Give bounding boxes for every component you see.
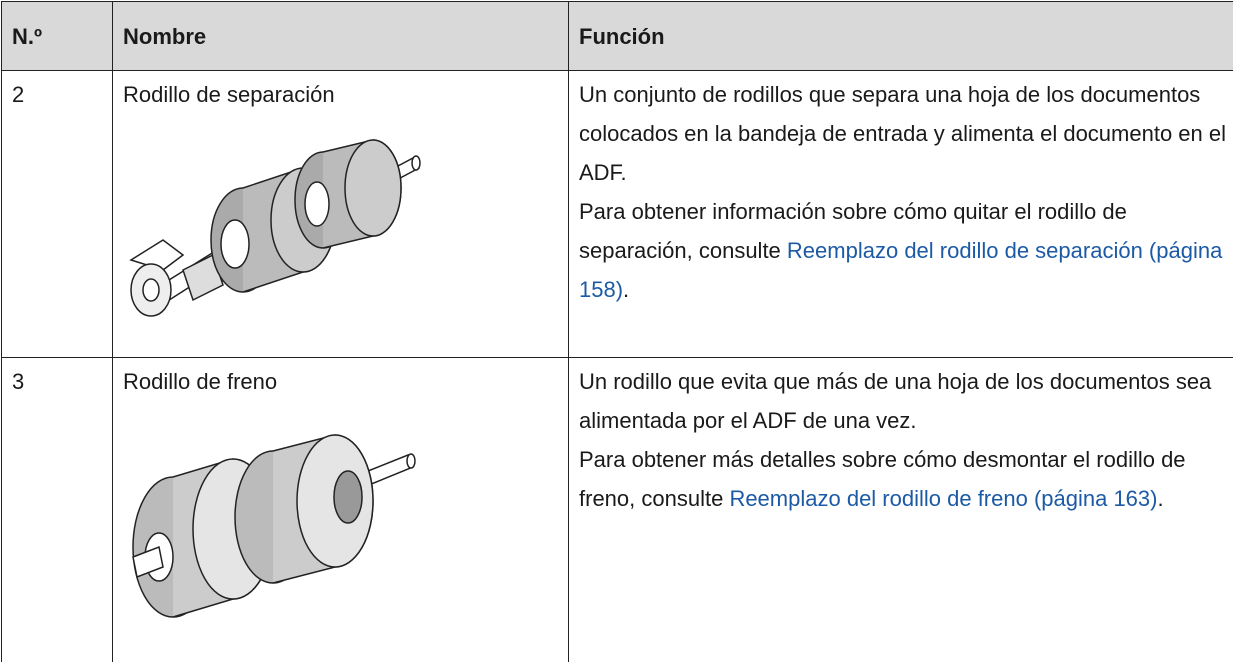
name-cell: Rodillo de freno: [113, 358, 569, 662]
header-cell: N.º: [2, 2, 113, 71]
number-cell: 3: [2, 358, 113, 662]
reference: Para obtener más detalles sobre cómo des…: [579, 440, 1232, 518]
punctuation: .: [623, 277, 629, 302]
link[interactable]: Reemplazo del rodillo de freno (página 1…: [729, 486, 1157, 511]
table-row: 2 Rodillo de separación: [2, 71, 1233, 358]
name-cell: Rodillo de separación: [113, 71, 569, 358]
separation-roller-illustration: [123, 120, 423, 320]
part-name: Rodillo de separación: [123, 75, 558, 114]
part-name: Rodillo de freno: [123, 362, 558, 401]
number-cell: 2: [2, 71, 113, 358]
reference: Para obtener información sobre cómo quit…: [579, 192, 1232, 309]
punctuation: .: [1157, 486, 1163, 511]
header-cell: Nombre: [113, 2, 569, 71]
table-row: 3 Rodillo de freno U: [2, 358, 1233, 662]
function-cell: Un rodillo que evita que más de una hoja…: [569, 358, 1233, 662]
brake-roller-illustration: [123, 407, 423, 627]
description: Un rodillo que evita que más de una hoja…: [579, 362, 1232, 440]
header-row: N.º Nombre Función: [2, 2, 1233, 71]
header-cell: Función: [569, 2, 1233, 71]
function-cell: Un conjunto de rodillos que separa una h…: [569, 71, 1233, 358]
description: Un conjunto de rodillos que separa una h…: [579, 75, 1232, 192]
